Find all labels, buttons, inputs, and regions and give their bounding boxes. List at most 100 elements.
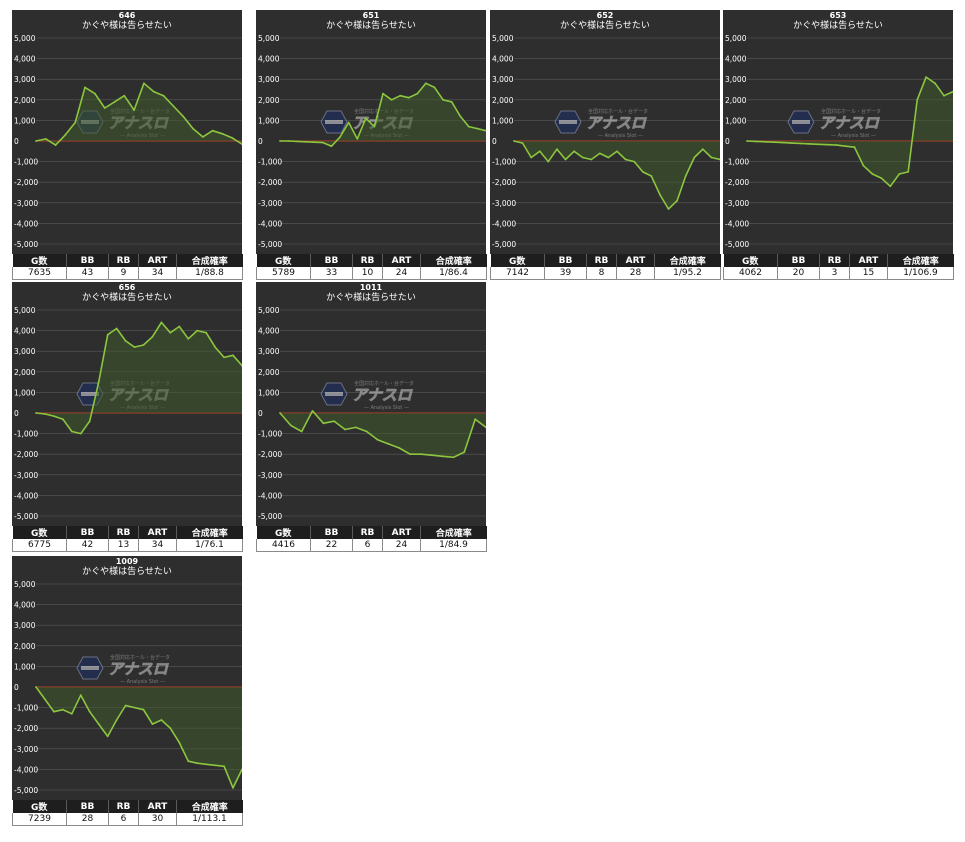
data-point — [322, 141, 324, 144]
y-tick-label: -1,000 — [492, 158, 516, 167]
stats-table: G数 BB RB ART 合成確率 5789 33 10 24 1/86.4 — [256, 254, 487, 280]
data-point — [241, 143, 242, 145]
series-area — [280, 83, 486, 147]
y-tick-label: 4,000 — [14, 327, 36, 336]
y-tick-label: 4,000 — [725, 55, 747, 64]
svg-text:全国対応ホール・台データ: 全国対応ホール・台データ — [588, 108, 648, 115]
data-point — [74, 121, 77, 124]
data-point — [205, 763, 208, 766]
data-point — [764, 140, 766, 143]
stats-header-cell: ART — [382, 254, 421, 267]
data-point — [390, 98, 393, 101]
data-point — [817, 143, 820, 146]
chart-header: 646 かぐや様は告らせたい — [12, 10, 242, 32]
stats-header-cell: 合成確率 — [654, 254, 721, 267]
series-line — [35, 82, 242, 146]
line-chart-svg: 5,000 4,000 3,000 2,000 1,000 0 -1,000 -2,000 -3… — [14, 306, 242, 521]
machine-number: 651 — [362, 11, 380, 20]
data-point — [187, 760, 190, 763]
y-tick-label: -4,000 — [258, 219, 282, 228]
stats-header-cell: 合成確率 — [176, 254, 243, 267]
data-point — [142, 344, 145, 346]
chart-header: 1009 かぐや様は告らせたい — [12, 556, 242, 578]
data-point — [952, 90, 953, 93]
y-tick-label: -1,000 — [258, 430, 282, 439]
y-tick-label: -4,000 — [14, 491, 38, 500]
data-point — [300, 430, 303, 433]
y-tick-label: 5,000 — [258, 34, 280, 43]
data-point — [344, 428, 346, 431]
y-tick-label: -3,000 — [492, 199, 516, 208]
y-tick-label: 1,000 — [14, 662, 36, 671]
data-point — [169, 727, 172, 730]
data-point — [133, 109, 135, 111]
y-tick-label: 3,000 — [14, 347, 36, 356]
data-point — [781, 141, 784, 144]
series-area — [280, 410, 486, 458]
data-point — [304, 140, 307, 143]
data-point — [160, 321, 163, 324]
data-point — [382, 92, 384, 95]
data-point — [311, 410, 314, 412]
y-tick-label: 2,000 — [14, 642, 36, 651]
y-tick-label: 1,000 — [14, 116, 36, 125]
series-area — [36, 83, 242, 146]
y-tick-label: 2,000 — [492, 96, 514, 105]
stats-header-cell: BB — [544, 254, 587, 267]
data-point — [442, 98, 444, 101]
stats-value-cell: 34 — [138, 539, 177, 552]
data-point — [223, 356, 226, 359]
data-point — [151, 723, 154, 725]
data-point — [538, 150, 541, 153]
data-point — [693, 156, 696, 159]
data-point — [467, 125, 470, 128]
data-point — [178, 741, 181, 744]
data-point — [790, 142, 793, 145]
stats-header-cell: G数 — [12, 800, 67, 813]
data-point — [398, 447, 401, 449]
y-tick-label: 5,000 — [492, 34, 514, 43]
y-tick-label: 3,000 — [258, 347, 280, 356]
chart-title: かぐや様は告らせたい — [793, 21, 883, 31]
line-chart-svg: 5,000 4,000 3,000 2,000 1,000 0 -1,000 -2,000 -3… — [258, 306, 486, 521]
chart-header: 1011 かぐや様は告らせたい — [256, 282, 486, 304]
data-point — [322, 422, 325, 425]
y-tick-label: 3,000 — [258, 75, 280, 84]
data-point — [205, 331, 208, 334]
stats-header-cell: G数 — [490, 254, 545, 267]
data-point — [232, 354, 234, 357]
data-point — [676, 199, 678, 202]
stats-value-cell: 7239 — [12, 813, 67, 826]
stats-value-cell: 13 — [108, 539, 139, 552]
machine-number: 646 — [118, 11, 136, 20]
stats-value-cell: 22 — [310, 539, 353, 552]
chart-plot: 5,000 4,000 3,000 2,000 1,000 0 -1,000 -2,000 -3… — [723, 10, 953, 254]
y-tick-label: 1,000 — [258, 116, 280, 125]
chart-plot: 5,000 4,000 3,000 2,000 1,000 0 -1,000 -2,000 -3… — [256, 10, 486, 254]
data-point — [54, 144, 57, 147]
y-tick-label: -4,000 — [725, 219, 749, 228]
data-point — [201, 136, 204, 138]
data-point — [62, 418, 64, 421]
data-point — [133, 346, 136, 348]
machine-number: 656 — [118, 283, 136, 292]
data-point — [934, 82, 936, 85]
y-tick-label: 3,000 — [14, 75, 36, 84]
stats-header-cell: G数 — [256, 526, 311, 539]
machine-number: 653 — [829, 11, 847, 20]
data-point — [279, 140, 281, 142]
data-point — [376, 438, 379, 441]
y-tick-label: -1,000 — [14, 430, 38, 439]
line-chart-svg: 5,000 4,000 3,000 2,000 1,000 0 -1,000 -2,000 -3… — [492, 34, 720, 249]
chart-title: かぐや様は告らせたい — [82, 567, 172, 577]
chart-plot: 5,000 4,000 3,000 2,000 1,000 0 -1,000 -2,000 -3… — [12, 282, 242, 526]
data-point — [172, 105, 175, 107]
data-point — [409, 453, 411, 456]
y-tick-label: -3,000 — [14, 745, 38, 754]
data-point — [598, 152, 601, 155]
y-tick-label: 0 — [14, 683, 19, 692]
data-point — [564, 158, 567, 161]
stats-value-cell: 24 — [382, 267, 421, 280]
